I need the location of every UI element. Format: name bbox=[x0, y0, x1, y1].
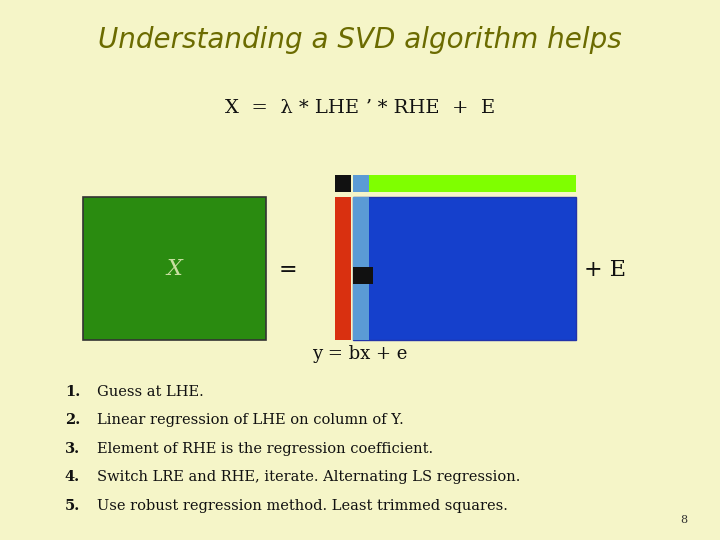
Text: Switch LRE and RHE, iterate. Alternating LS regression.: Switch LRE and RHE, iterate. Alternating… bbox=[97, 470, 521, 484]
Text: Use robust regression method. Least trimmed squares.: Use robust regression method. Least trim… bbox=[97, 499, 508, 513]
Bar bbox=[83, 197, 266, 340]
Bar bbox=[353, 267, 373, 284]
Bar bbox=[335, 176, 351, 192]
Bar bbox=[353, 197, 369, 340]
Text: =: = bbox=[279, 259, 297, 281]
Text: Guess at LHE.: Guess at LHE. bbox=[97, 384, 204, 399]
Text: y = bx + e: y = bx + e bbox=[312, 345, 408, 363]
Bar bbox=[353, 197, 576, 340]
Text: Linear regression of LHE on column of Y.: Linear regression of LHE on column of Y. bbox=[97, 413, 404, 427]
Text: 5.: 5. bbox=[65, 499, 80, 513]
Text: 3.: 3. bbox=[65, 442, 80, 456]
Bar bbox=[353, 176, 576, 192]
Text: X  =  λ * LHE ʼ * RHE  +  E: X = λ * LHE ʼ * RHE + E bbox=[225, 99, 495, 117]
Text: Element of RHE is the regression coefficient.: Element of RHE is the regression coeffic… bbox=[97, 442, 433, 456]
Text: 1.: 1. bbox=[65, 384, 80, 399]
Text: 2.: 2. bbox=[65, 413, 80, 427]
Text: + E: + E bbox=[584, 259, 626, 281]
Text: 4.: 4. bbox=[65, 470, 80, 484]
Text: X: X bbox=[166, 258, 183, 280]
Text: 8: 8 bbox=[680, 515, 688, 525]
Bar bbox=[353, 176, 369, 192]
Bar bbox=[335, 197, 351, 340]
Text: Understanding a SVD algorithm helps: Understanding a SVD algorithm helps bbox=[98, 26, 622, 55]
